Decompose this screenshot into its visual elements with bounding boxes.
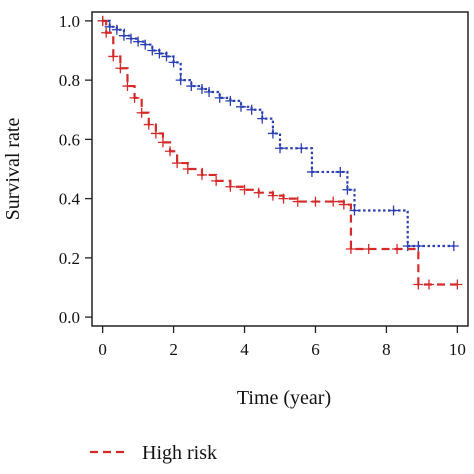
censor-mark <box>126 33 137 44</box>
y-tick-label: 0.8 <box>59 71 80 90</box>
censor-mark <box>143 119 154 130</box>
y-tick-label: 1.0 <box>59 12 80 31</box>
censor-mark <box>225 95 236 106</box>
censor-mark <box>296 143 307 154</box>
censor-mark <box>129 92 140 103</box>
censor-mark <box>150 128 161 139</box>
censor-mark <box>118 30 129 41</box>
y-tick-label: 0.4 <box>59 190 81 209</box>
censor-mark <box>345 243 356 254</box>
censor-mark <box>292 196 303 207</box>
censor-mark <box>182 164 193 174</box>
censor-mark <box>154 48 165 59</box>
censor-mark <box>310 196 321 207</box>
censor-mark <box>278 193 289 204</box>
censor-mark <box>175 75 186 86</box>
censor-mark <box>196 84 207 95</box>
censor-mark <box>115 63 126 74</box>
x-tick-label: 8 <box>382 340 391 359</box>
y-axis: 0.0 0.2 0.4 0.6 0.8 1.0 <box>59 12 92 327</box>
censor-mark <box>423 279 434 290</box>
censor-mark <box>363 243 374 254</box>
censor-mark <box>161 51 172 62</box>
x-axis-title: Time (year) <box>237 387 331 409</box>
x-tick-label: 0 <box>98 340 107 359</box>
censor-mark <box>335 166 346 177</box>
x-axis: 0 2 4 6 8 10 <box>98 326 466 359</box>
legend-label: High risk <box>142 442 217 464</box>
x-tick-label: 2 <box>169 340 178 359</box>
censor-mark <box>246 104 257 115</box>
censor-mark <box>122 81 133 92</box>
censor-mark <box>392 243 403 254</box>
x-tick-label: 6 <box>311 340 320 359</box>
censor-mark <box>147 45 158 56</box>
censor-mark <box>388 205 399 216</box>
censor-mark <box>157 137 168 148</box>
censor-mark <box>448 241 459 252</box>
y-tick-label: 0.6 <box>59 130 80 149</box>
censor-mark <box>104 21 115 32</box>
censor-mark <box>133 36 144 47</box>
legend: High risk <box>90 442 217 464</box>
censor-mark <box>257 113 268 124</box>
series-layer <box>97 15 463 290</box>
censor-mark <box>328 196 339 207</box>
censor-mark <box>239 184 250 195</box>
y-axis-title: Survival rate <box>2 118 24 221</box>
censor-mark <box>186 81 197 92</box>
censor-mark <box>108 51 119 62</box>
y-tick-label: 0.2 <box>59 249 80 268</box>
censor-mark <box>165 146 176 157</box>
censor-mark <box>452 279 463 290</box>
censor-mark <box>306 166 317 177</box>
censor-mark <box>235 101 246 112</box>
plot-frame <box>91 11 469 327</box>
censor-mark <box>413 279 424 290</box>
censor-mark <box>196 169 207 180</box>
censor-mark <box>211 175 222 186</box>
censor-mark <box>342 184 353 195</box>
censor-mark <box>136 107 147 118</box>
censor-mark <box>140 39 151 50</box>
x-tick-label: 10 <box>449 340 466 359</box>
x-tick-label: 4 <box>240 340 249 359</box>
censor-mark <box>168 57 179 68</box>
censor-mark <box>413 241 424 252</box>
censor-mark <box>225 181 236 192</box>
censor-mark <box>111 24 122 35</box>
censor-mark <box>267 128 278 139</box>
censor-mark <box>172 158 183 169</box>
censor-mark <box>267 190 278 201</box>
censor-mark <box>338 199 349 210</box>
censor-mark <box>204 86 215 97</box>
censor-mark <box>97 15 108 26</box>
censor-mark <box>101 27 112 38</box>
y-tick-label: 0.0 <box>59 308 80 327</box>
censor-mark <box>275 143 285 154</box>
censor-mark <box>214 92 225 103</box>
censor-mark <box>349 205 360 216</box>
censor-mark <box>253 187 264 198</box>
